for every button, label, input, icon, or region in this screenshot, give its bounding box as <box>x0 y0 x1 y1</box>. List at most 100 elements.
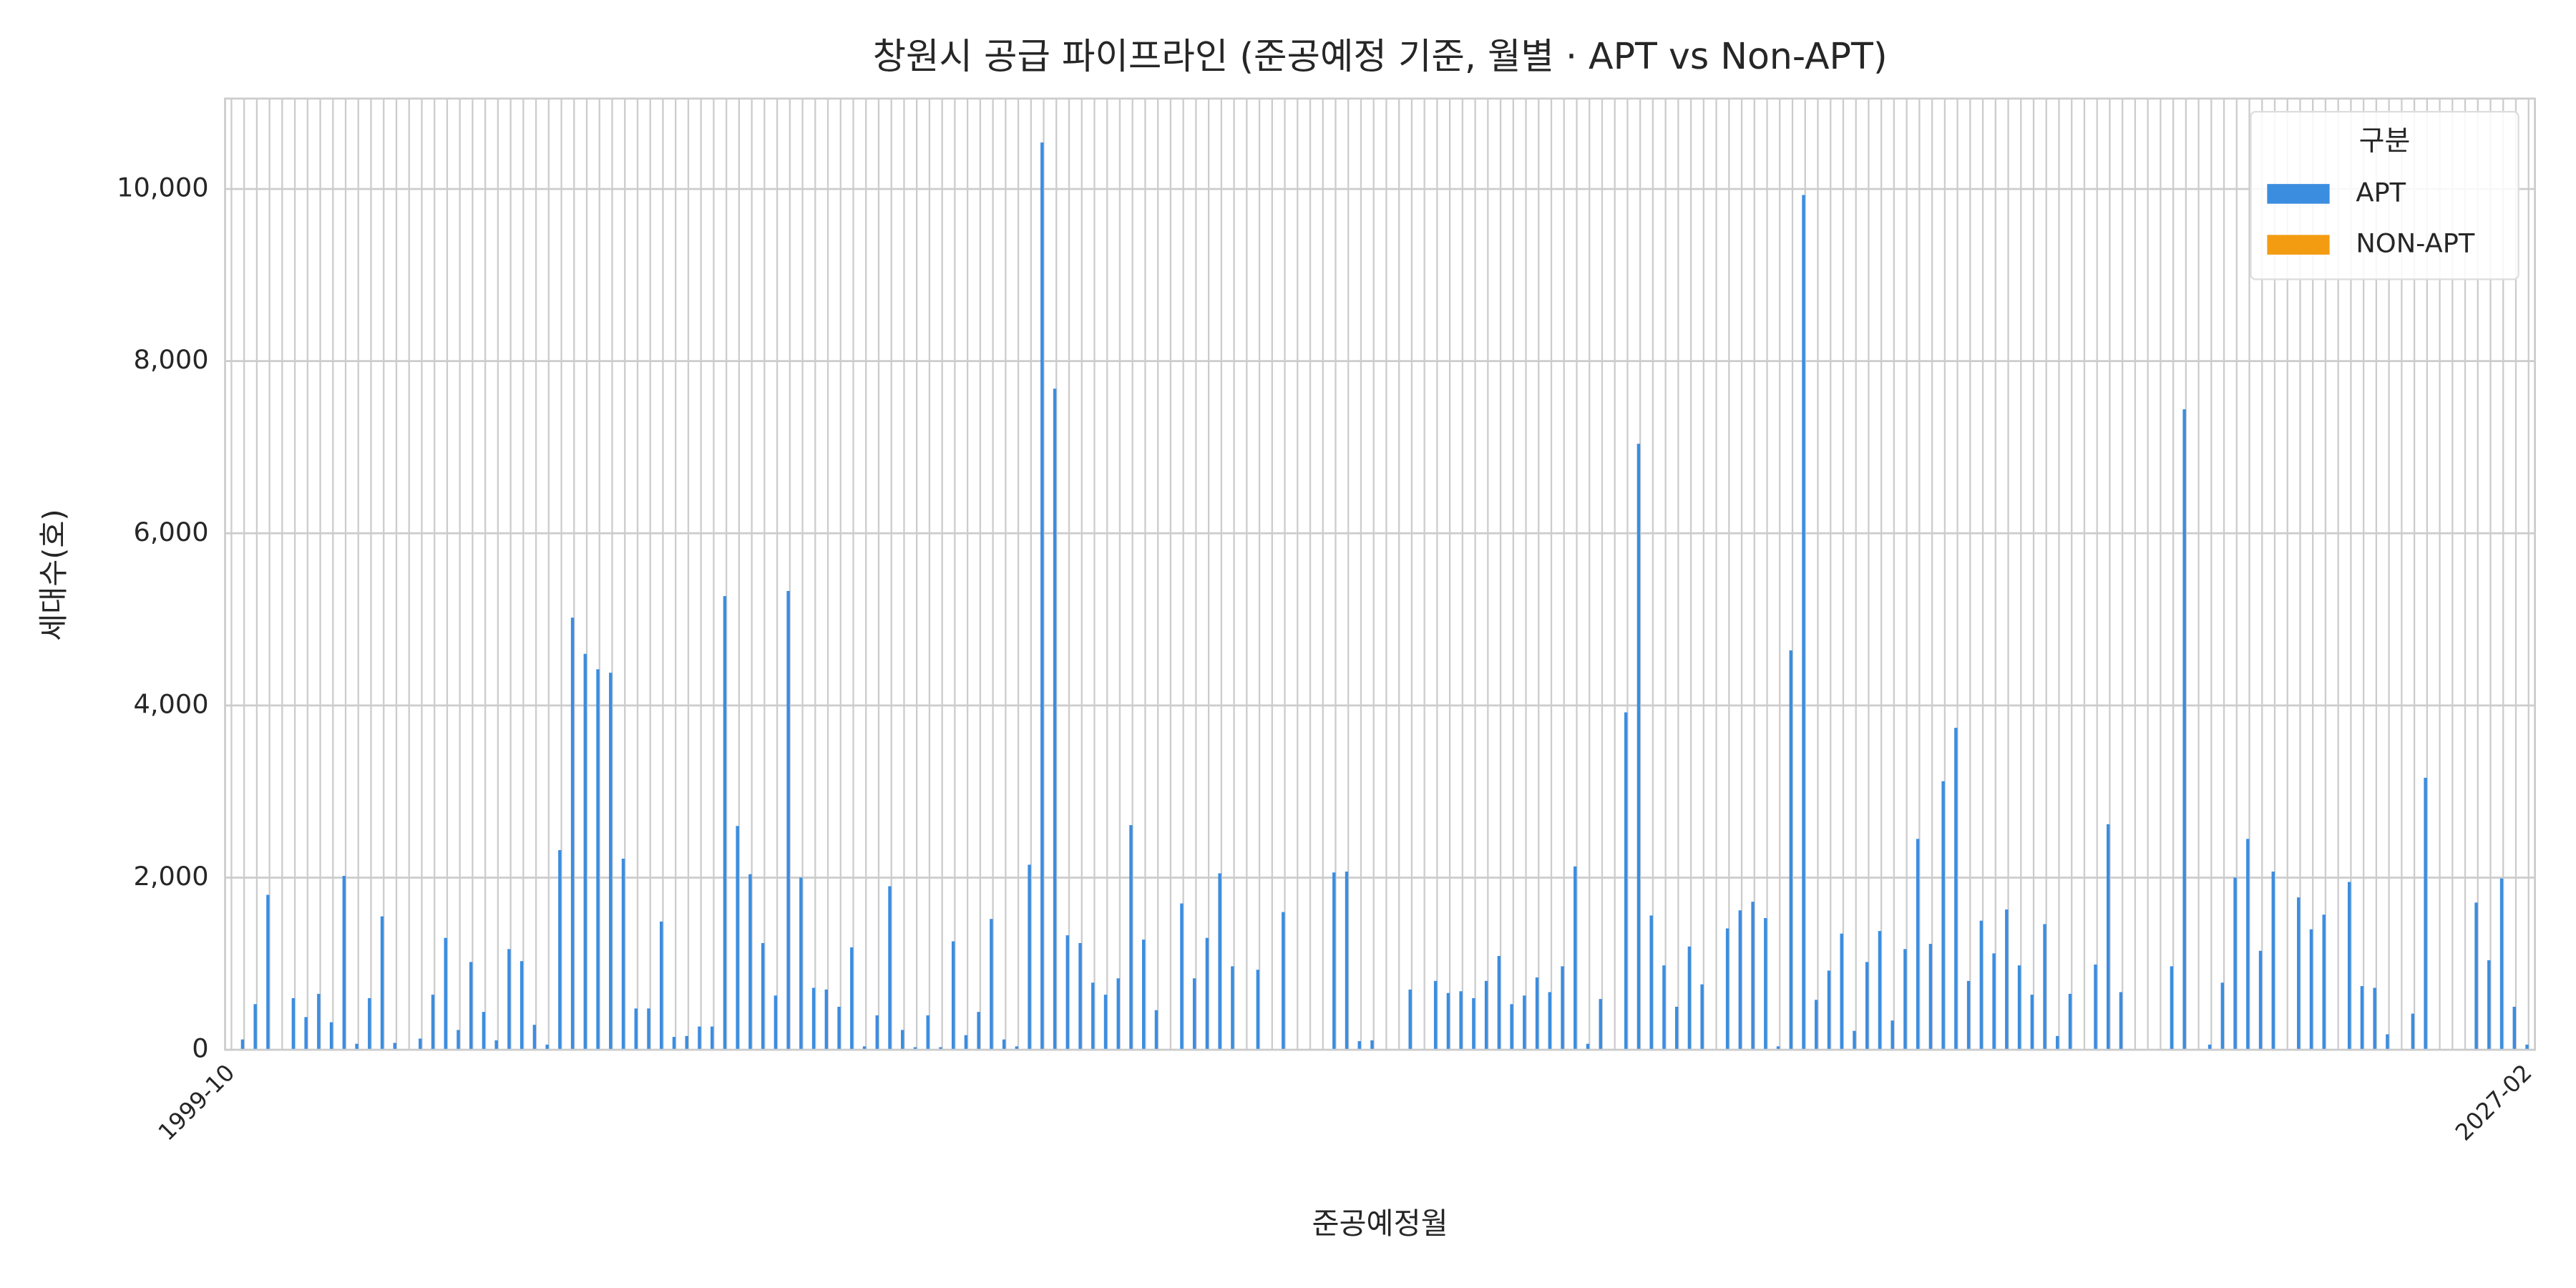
bar <box>1586 1043 1590 1050</box>
bar <box>660 921 663 1050</box>
bar <box>1789 650 1793 1050</box>
bar <box>304 1017 308 1050</box>
bar <box>2106 824 2110 1050</box>
bar <box>317 993 321 1050</box>
bar <box>2246 839 2250 1050</box>
legend-title: 구분 <box>2359 125 2411 157</box>
bar <box>457 1030 460 1050</box>
bar <box>1751 902 1755 1050</box>
bar <box>1091 982 1095 1050</box>
bar <box>926 1015 930 1050</box>
bar <box>685 1035 688 1050</box>
bar <box>1357 1041 1361 1050</box>
bar <box>570 618 575 1050</box>
bar <box>2258 950 2263 1050</box>
bar <box>1636 444 1641 1050</box>
bar <box>1916 839 1920 1050</box>
bar <box>1459 991 1463 1050</box>
bar <box>2309 929 2313 1050</box>
x-axis-label: 준공예정월 <box>1312 1206 1448 1241</box>
bar <box>2068 993 2072 1050</box>
bar <box>240 1039 245 1050</box>
bar <box>1878 931 1882 1050</box>
bar <box>1218 873 1221 1050</box>
bar <box>2182 409 2186 1050</box>
bar <box>2512 1006 2516 1050</box>
bar <box>621 859 625 1050</box>
legend-swatch <box>2267 184 2330 204</box>
bar <box>2373 987 2376 1050</box>
bar <box>1002 1039 1006 1050</box>
bar <box>2424 777 2427 1050</box>
bar <box>1649 915 1653 1050</box>
bar <box>672 1037 676 1050</box>
bar <box>329 1022 333 1050</box>
bar <box>786 590 790 1050</box>
bar <box>482 1012 486 1050</box>
bar <box>355 1043 358 1050</box>
bar <box>748 874 752 1050</box>
bar <box>1954 728 1958 1050</box>
bar <box>1078 942 1082 1050</box>
bar <box>419 1038 422 1050</box>
x-tick-label: 1999-10 <box>153 1059 240 1146</box>
bar <box>2487 960 2491 1050</box>
bar <box>824 989 829 1050</box>
bar <box>1624 712 1628 1050</box>
bar <box>736 826 739 1050</box>
bar <box>431 995 435 1050</box>
grid <box>225 98 2535 1051</box>
bar <box>266 894 270 1050</box>
bar <box>2499 878 2504 1050</box>
bar <box>1192 978 1196 1050</box>
bar <box>761 942 765 1050</box>
bar <box>1129 825 1133 1050</box>
bar <box>2525 1044 2529 1050</box>
labels: 0 2,000 4,000 6,000 8,000 10,000 1999-10 2027-0… <box>117 172 2537 1146</box>
bar <box>2094 964 2097 1050</box>
bar <box>774 995 778 1050</box>
bar <box>1561 966 1564 1050</box>
bar <box>977 1012 980 1050</box>
bar <box>862 1046 867 1050</box>
bar <box>1865 962 1869 1050</box>
bar <box>1674 1006 1679 1050</box>
bar <box>253 1004 257 1050</box>
bar <box>723 596 727 1050</box>
bar <box>1738 910 1742 1050</box>
bar <box>1510 1004 1513 1050</box>
bar <box>1599 999 1602 1050</box>
y-tick-label: 8,000 <box>133 344 208 375</box>
bar <box>901 1030 904 1050</box>
bar <box>1231 966 1234 1050</box>
bar <box>2386 1034 2389 1050</box>
bar <box>393 1043 396 1050</box>
bar <box>1966 980 1971 1050</box>
bar <box>951 941 955 1050</box>
bar <box>939 1047 942 1050</box>
bar <box>888 886 892 1050</box>
bar <box>1853 1030 1856 1050</box>
bar <box>2297 897 2301 1050</box>
bar <box>1142 940 1146 1050</box>
bar <box>837 1006 841 1050</box>
bar <box>1890 1020 1894 1050</box>
bar <box>647 1008 650 1050</box>
bar <box>1433 980 1438 1050</box>
bar <box>494 1040 498 1050</box>
legend-swatch <box>2267 235 2330 255</box>
bar <box>875 1015 879 1050</box>
legend-label: APT <box>2356 177 2406 208</box>
bar <box>2005 909 2009 1050</box>
bar <box>990 919 993 1050</box>
bar <box>2411 1013 2415 1050</box>
bar <box>799 877 803 1050</box>
bar <box>1992 953 1996 1050</box>
bar <box>811 987 816 1050</box>
bar <box>1662 965 1666 1050</box>
bar <box>1903 949 1907 1050</box>
bar <box>1282 912 1285 1050</box>
bar <box>1065 935 1070 1050</box>
bar <box>2271 872 2275 1050</box>
